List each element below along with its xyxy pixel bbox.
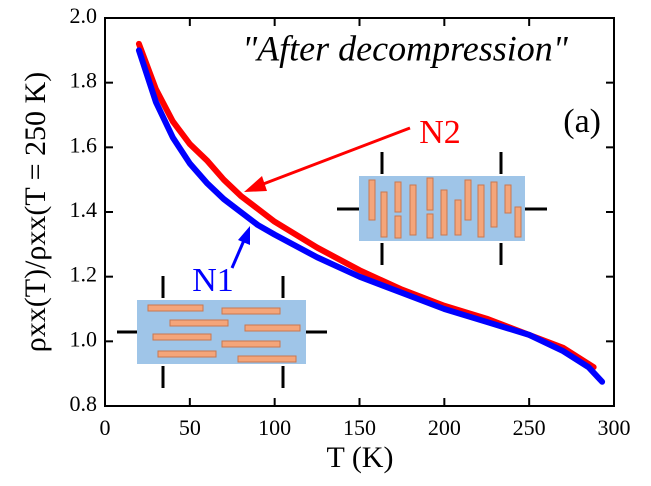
x-axis-label: T (K) — [327, 441, 394, 474]
panel-label: (a) — [563, 103, 601, 140]
x-tick-label: 0 — [100, 415, 111, 440]
inset-n1 — [117, 276, 327, 388]
plot-layer: 0 50 100 150 200 250 300 0.8 1.0 1.2 1.4 1.6 1.8 2.0 — [70, 3, 631, 440]
y-axis-label: ρxx(T)/ρxx(T = 250 K) — [19, 72, 52, 352]
x-tick-label: 300 — [598, 415, 631, 440]
x-tick-label: 150 — [343, 415, 376, 440]
inset-n2-rods — [368, 177, 522, 239]
y-tick-label: 1.0 — [70, 326, 98, 351]
y-tick-label: 1.6 — [70, 132, 98, 157]
data-line — [135, 47, 606, 385]
inset-n2 — [337, 152, 547, 265]
y-tick-label: 1.8 — [70, 68, 98, 93]
annotation-title: "After decompression" — [242, 28, 569, 68]
series-label: N1 — [192, 262, 234, 299]
x-tick-label: 250 — [513, 415, 546, 440]
inset-n1-rods — [147, 304, 301, 363]
y-tick-label: 1.4 — [70, 197, 98, 222]
arrow-n1 — [230, 226, 250, 269]
x-tick-label: 100 — [258, 415, 291, 440]
series-label: N2 — [419, 114, 461, 151]
y-tick-label: 0.8 — [70, 391, 98, 416]
arrow-n2 — [244, 126, 411, 192]
x-tick-label: 200 — [428, 415, 461, 440]
y-tick-label: 2.0 — [70, 3, 98, 28]
y-tick-label: 1.2 — [70, 262, 98, 287]
x-tick-label: 50 — [179, 415, 201, 440]
